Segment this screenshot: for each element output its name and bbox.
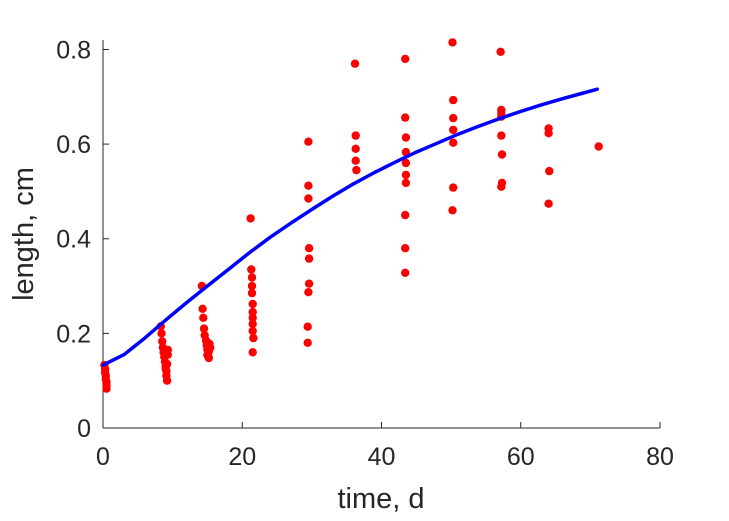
data-point <box>449 183 458 192</box>
data-point <box>401 210 410 220</box>
data-point <box>401 54 410 64</box>
data-point <box>304 279 314 288</box>
data-point <box>401 244 410 253</box>
data-point <box>304 181 313 190</box>
x-axis-label: time, d <box>337 483 424 515</box>
x-ticks: 0 20 40 60 80 <box>96 422 674 471</box>
data-point <box>350 59 360 68</box>
data-point <box>352 165 361 175</box>
data-point <box>449 138 458 147</box>
data-point <box>102 384 111 393</box>
data-point <box>304 137 313 146</box>
y-tick-label: 0 <box>77 415 91 443</box>
axes <box>102 40 660 429</box>
x-tick-label: 40 <box>368 443 396 471</box>
data-point <box>594 142 603 151</box>
fit-series <box>101 87 600 367</box>
data-point <box>496 47 505 56</box>
data-point <box>448 206 457 215</box>
data-point <box>351 156 360 165</box>
data-point <box>199 313 208 322</box>
data-point <box>449 125 458 135</box>
data-point <box>248 313 257 322</box>
data-point <box>351 131 360 140</box>
data-point <box>401 133 411 142</box>
data-point <box>544 129 553 138</box>
data-point <box>199 324 209 333</box>
data-point <box>248 299 257 309</box>
data-point <box>449 95 458 105</box>
data-point <box>545 166 554 176</box>
data-point <box>401 178 411 188</box>
data-point <box>248 326 257 336</box>
data-point <box>351 144 360 153</box>
data-point <box>198 304 207 313</box>
y-axis-label: length, cm <box>8 167 40 301</box>
fit-curve <box>101 87 600 367</box>
x-tick-label: 60 <box>507 443 535 471</box>
data-point <box>248 348 257 357</box>
data-point <box>401 170 411 180</box>
data-point <box>303 322 312 331</box>
data-point <box>163 350 172 359</box>
data-point <box>303 338 312 347</box>
y-tick-label: 0.4 <box>56 226 91 254</box>
data-point <box>246 214 255 223</box>
data-point <box>497 182 506 191</box>
data-point <box>162 376 172 385</box>
data-point <box>449 113 458 123</box>
data-point <box>248 319 257 329</box>
y-tick-label: 0.8 <box>56 36 91 64</box>
data-point <box>304 194 313 203</box>
data-point <box>544 199 553 208</box>
data-point <box>157 329 166 338</box>
x-tick-label: 20 <box>228 443 256 471</box>
data-point <box>401 268 410 277</box>
data-point <box>304 288 313 297</box>
scatter-series <box>100 38 603 393</box>
data-point <box>247 265 256 274</box>
y-tick-label: 0.6 <box>56 131 91 159</box>
data-point <box>497 131 506 140</box>
data-point <box>158 337 167 346</box>
x-tick-label: 80 <box>646 443 674 471</box>
data-point <box>247 281 257 291</box>
data-point <box>247 273 257 282</box>
x-tick-label: 0 <box>96 443 110 471</box>
data-point <box>249 333 258 343</box>
data-point <box>401 158 411 168</box>
data-point <box>448 38 457 47</box>
data-point <box>203 350 212 360</box>
y-tick-label: 0.2 <box>56 320 91 348</box>
y-ticks: 0 0.2 0.4 0.6 0.8 <box>56 36 109 443</box>
data-point <box>401 113 410 122</box>
data-point <box>161 364 170 374</box>
data-point <box>304 254 314 263</box>
data-point <box>247 288 257 298</box>
data-point <box>497 150 507 159</box>
data-point <box>304 244 314 253</box>
